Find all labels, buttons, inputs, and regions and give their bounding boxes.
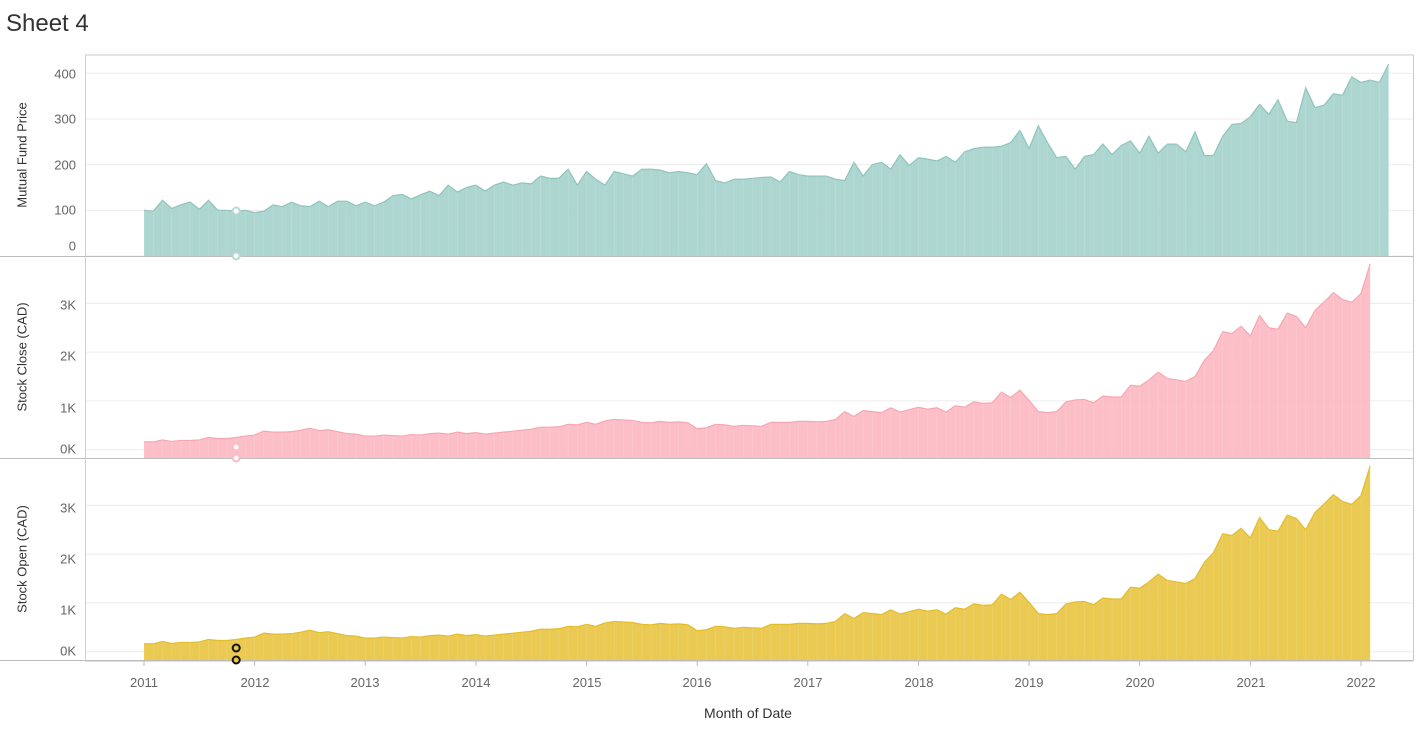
x-tick-label: 2011 <box>130 675 158 690</box>
area-layer <box>143 63 1390 660</box>
highlight-point[interactable] <box>231 453 241 463</box>
y-tick-label: 1K <box>60 602 76 618</box>
y-tick-label: 400 <box>54 66 76 82</box>
area-mutual-fund[interactable] <box>144 64 1389 256</box>
line-stock-close <box>144 263 1371 443</box>
y-tick-label: 2K <box>60 551 76 567</box>
x-tick-label: 2015 <box>572 675 602 690</box>
y-tick-label: 0 <box>68 238 76 254</box>
y-tick-label: 100 <box>54 202 76 218</box>
x-tick-label: 2017 <box>793 675 823 690</box>
y-tick-label: 300 <box>54 111 76 127</box>
y-tick-label: 200 <box>54 157 76 173</box>
highlight-point[interactable] <box>231 442 241 452</box>
highlight-point[interactable] <box>231 206 241 216</box>
area-stock-close[interactable] <box>144 263 1371 458</box>
y-tick-label: 3K <box>60 500 76 516</box>
x-tick-label: 2022 <box>1346 675 1376 690</box>
sheet-title: Sheet 4 <box>6 10 89 37</box>
line-mutual-fund <box>143 63 1390 214</box>
highlight-point[interactable] <box>231 655 241 665</box>
x-tick-label: 2018 <box>904 675 934 690</box>
frame-layer <box>0 54 1414 666</box>
x-tick-label: 2020 <box>1125 675 1155 690</box>
x-tick-label: 2014 <box>461 675 491 690</box>
x-tick-label: 2013 <box>350 675 380 690</box>
highlight-point[interactable] <box>231 251 241 261</box>
area-stock-open[interactable] <box>144 465 1371 660</box>
highlight-point[interactable] <box>231 643 241 653</box>
x-tick-label: 2019 <box>1014 675 1044 690</box>
y-tick-label: 0K <box>60 441 76 457</box>
x-axis-title: Month of Date <box>704 705 792 721</box>
x-tick-label: 2012 <box>240 675 270 690</box>
y-tick-label: 2K <box>60 348 76 364</box>
y-tick-label: 3K <box>60 297 76 313</box>
x-tick-label: 2021 <box>1236 675 1266 690</box>
y-tick-label: 0K <box>60 643 76 659</box>
y-tick-label: 1K <box>60 400 76 416</box>
x-tick-label: 2016 <box>682 675 712 690</box>
line-stock-open <box>144 465 1371 645</box>
